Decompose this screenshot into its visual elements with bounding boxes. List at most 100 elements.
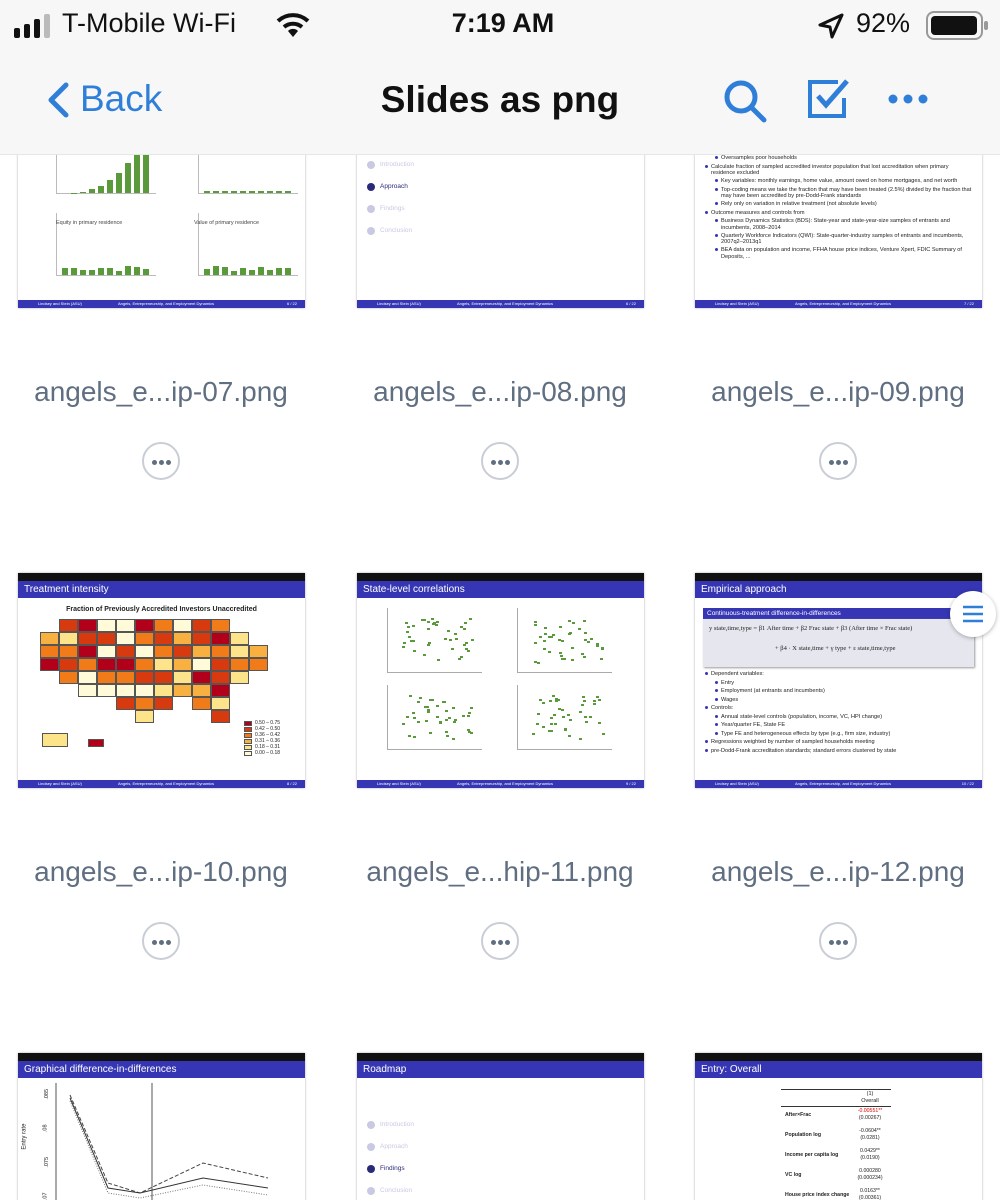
- map-state: [211, 684, 230, 697]
- scatter-point: [542, 701, 546, 704]
- scatter-point: [426, 710, 430, 713]
- footer-page: 8 / 22: [286, 781, 297, 786]
- dot: [843, 460, 848, 465]
- back-button[interactable]: Back: [80, 78, 163, 119]
- map-state: [173, 684, 192, 697]
- map-state: [230, 671, 249, 684]
- scatter-point: [452, 721, 456, 724]
- map-state: [97, 671, 116, 684]
- file-more-button[interactable]: [142, 922, 180, 960]
- scatter-point: [460, 655, 464, 658]
- battery-icon: [926, 11, 988, 40]
- footer-center: Angels, Entrepreneurship, and Employment…: [118, 781, 215, 786]
- slide-nav-strip: [357, 573, 644, 581]
- map-state: [40, 658, 59, 671]
- map-state: [135, 658, 154, 671]
- file-more-button[interactable]: [819, 922, 857, 960]
- scatter-point: [468, 731, 472, 734]
- scatter-point: [462, 628, 466, 631]
- dot: [829, 940, 834, 945]
- slide-thumbnail[interactable]: Graphical difference-in-differences Entry…: [18, 1053, 305, 1200]
- search-button[interactable]: [722, 78, 768, 124]
- bullet-dot: [705, 210, 708, 214]
- roadmap-dot: [367, 1143, 375, 1151]
- file-more-button[interactable]: [481, 442, 519, 480]
- scatter-point: [411, 712, 415, 714]
- scatter-point: [404, 621, 408, 624]
- slide-thumbnail[interactable]: State-level correlations Lindsey and Stei…: [357, 573, 644, 788]
- slide-thumbnail[interactable]: Roadmap Introduction Approach Findings Concl…: [357, 1053, 644, 1200]
- file-more-button[interactable]: [481, 922, 519, 960]
- slide-thumbnail[interactable]: Introduction Approach Findings Conclusion Li…: [357, 155, 644, 308]
- map-state: [78, 645, 97, 658]
- select-button[interactable]: [804, 76, 850, 122]
- chart-bar: [134, 267, 140, 275]
- scatter-point: [416, 701, 420, 704]
- map-state: [59, 671, 78, 684]
- map-state: [78, 619, 97, 632]
- bullet-dot: [715, 219, 718, 222]
- chart-bar: [116, 172, 122, 193]
- slide-thumbnail[interactable]: Equity in primary residence Value of prim…: [18, 155, 305, 308]
- slide-thumbnail[interactable]: Empirical approach Continuous-treatment d…: [695, 573, 982, 788]
- chart-bar: [89, 189, 95, 193]
- scatter-point: [471, 638, 475, 641]
- map-state: [173, 619, 192, 632]
- slide-footer: Lindsey and Stein (ASU) Angels, Entrepren…: [18, 300, 305, 308]
- chart-bar: [204, 269, 210, 275]
- scatter-point: [570, 647, 574, 650]
- bullet-dot: [715, 179, 718, 182]
- table-header: (1): [866, 1091, 874, 1097]
- table-rule: [781, 1089, 891, 1090]
- equation-line: + β4 · X state,time + γ type + ε state,t…: [775, 645, 896, 652]
- map-state: [192, 697, 211, 710]
- table-row-label: VC log: [785, 1172, 802, 1178]
- slide-bullet: Wages: [715, 697, 972, 704]
- scatter-point: [586, 640, 590, 643]
- scatter-point: [457, 658, 461, 661]
- dot: [836, 940, 841, 945]
- map-state: [154, 632, 173, 645]
- map-state: [116, 645, 135, 658]
- scatter-point: [469, 707, 473, 710]
- scatter-point: [595, 644, 599, 647]
- map-state: [135, 619, 154, 632]
- chart-bar: [267, 191, 273, 193]
- map-state: [97, 684, 116, 697]
- block-body: [703, 619, 974, 667]
- bullet-dot: [715, 680, 718, 684]
- file-more-button[interactable]: [819, 442, 857, 480]
- scatter-panel: [387, 608, 482, 673]
- map-state: [40, 632, 59, 645]
- slide-thumbnail[interactable]: Entry: Overall (1) Overall After×Frac -0.005…: [695, 1053, 982, 1200]
- more-menu-button[interactable]: [886, 92, 930, 106]
- scatter-point: [578, 628, 582, 631]
- scatter-point: [467, 650, 471, 653]
- map-state: [230, 658, 249, 671]
- roadmap-dot: [367, 1165, 375, 1173]
- scatter-point: [549, 730, 553, 733]
- map-state: [249, 645, 268, 658]
- scatter-point: [534, 623, 538, 626]
- file-more-button[interactable]: [142, 442, 180, 480]
- scatter-point: [533, 620, 537, 623]
- table-cell: -0.0604**: [859, 1128, 881, 1134]
- slide-thumbnail[interactable]: Oversamples poor households Calculate fra…: [695, 155, 982, 308]
- scatter-point: [583, 638, 587, 641]
- bullet-dot: [705, 706, 708, 709]
- map-state: [173, 632, 192, 645]
- scatter-point: [468, 712, 472, 715]
- scatter-point: [431, 618, 435, 621]
- bullet-dot: [715, 697, 718, 701]
- outline-button[interactable]: [950, 591, 996, 637]
- dot: [498, 940, 503, 945]
- map-state: [154, 671, 173, 684]
- table-row-label: After×Frac: [785, 1112, 812, 1118]
- slide-title: State-level correlations: [357, 581, 644, 598]
- back-chevron[interactable]: [46, 82, 70, 118]
- slide-bullet: Top-coding means we take the fraction th…: [715, 187, 972, 200]
- scatter-point: [470, 731, 474, 734]
- slide-thumbnail[interactable]: Treatment intensity Fraction of Previousl…: [18, 573, 305, 788]
- slide-nav-strip: [357, 1053, 644, 1061]
- legend-swatch: [244, 721, 252, 726]
